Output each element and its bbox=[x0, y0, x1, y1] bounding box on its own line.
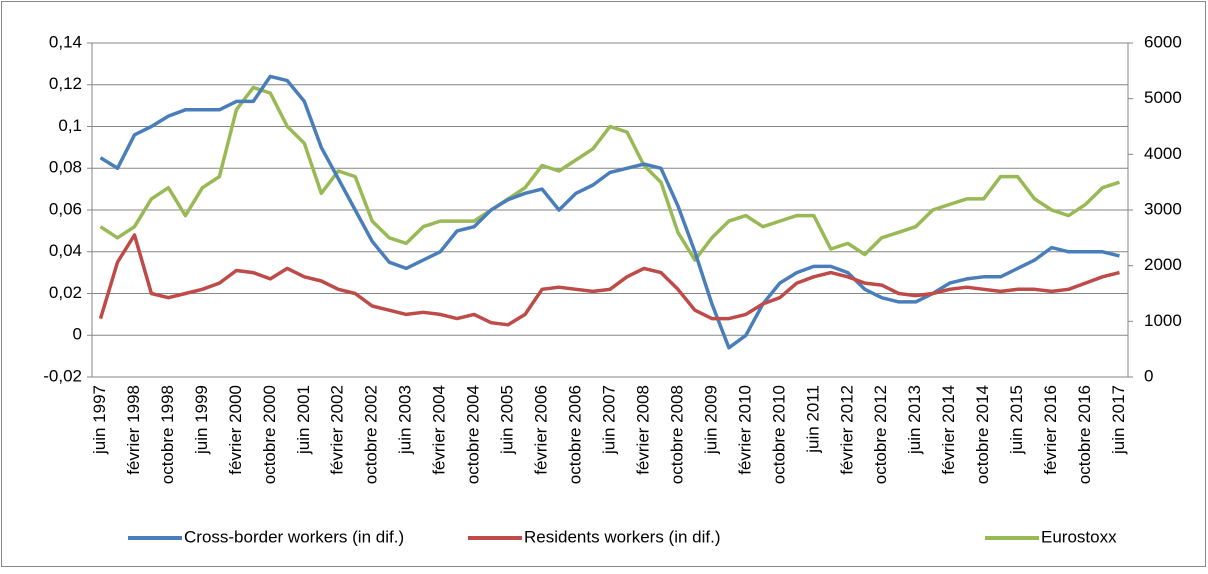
x-tick-label: octobre 1998 bbox=[158, 385, 177, 484]
y2-tick-label: 6000 bbox=[1144, 32, 1182, 51]
y-tick-label: 0,12 bbox=[49, 74, 82, 93]
x-tick-label: octobre 2012 bbox=[871, 385, 890, 484]
x-tick-label: juin 2001 bbox=[294, 385, 313, 455]
x-tick-label: juin 2017 bbox=[1109, 385, 1128, 455]
legend-label: Residents workers (in dif.) bbox=[524, 527, 721, 546]
x-tick-label: février 2010 bbox=[735, 385, 754, 475]
x-tick-label: octobre 2000 bbox=[260, 385, 279, 484]
series-line bbox=[99, 74, 1120, 350]
x-tick-label: juin 2005 bbox=[498, 385, 517, 455]
x-tick-label: octobre 2006 bbox=[566, 385, 585, 484]
legend-label: Cross-border workers (in dif.) bbox=[184, 527, 404, 546]
x-tick-label: juin 2013 bbox=[905, 385, 924, 455]
x-tick-label: octobre 2008 bbox=[667, 385, 686, 484]
y-tick-label: 0,06 bbox=[49, 199, 82, 218]
x-tick-label: juin 2009 bbox=[701, 385, 720, 455]
x-tick-label: février 2008 bbox=[633, 385, 652, 475]
x-tick-label: février 2014 bbox=[939, 385, 958, 475]
x-tick-label: octobre 2014 bbox=[973, 385, 992, 484]
y2-tick-label: 0 bbox=[1144, 366, 1153, 385]
legend-label: Eurostoxx bbox=[1041, 527, 1117, 546]
y2-tick-label: 3000 bbox=[1144, 199, 1182, 218]
y-tick-label: 0,14 bbox=[49, 32, 82, 51]
y-tick-label: 0 bbox=[73, 325, 82, 344]
x-tick-label: octobre 2002 bbox=[362, 385, 381, 484]
x-tick-label: février 2000 bbox=[226, 385, 245, 475]
series-line bbox=[98, 233, 1120, 327]
x-tick-label: octobre 2004 bbox=[464, 385, 483, 484]
x-tick-label: février 2016 bbox=[1041, 385, 1060, 475]
x-tick-label: octobre 2016 bbox=[1075, 385, 1094, 484]
x-tick-label: octobre 2010 bbox=[769, 385, 788, 484]
y-tick-label: 0,08 bbox=[49, 158, 82, 177]
x-tick-label: février 2012 bbox=[837, 385, 856, 475]
y2-tick-label: 1000 bbox=[1144, 311, 1182, 330]
x-tick-label: février 2002 bbox=[328, 385, 347, 475]
x-tick-label: février 2004 bbox=[430, 385, 449, 475]
x-tick-label: février 2006 bbox=[532, 385, 551, 475]
series-line bbox=[99, 85, 1121, 262]
y-tick-label: 0,1 bbox=[58, 116, 82, 135]
y2-tick-label: 2000 bbox=[1144, 255, 1182, 274]
y2-tick-label: 4000 bbox=[1144, 144, 1182, 163]
x-tick-label: juin 1997 bbox=[90, 385, 109, 455]
x-tick-label: février 1998 bbox=[124, 385, 143, 475]
y-tick-label: 0,04 bbox=[49, 241, 82, 260]
y-tick-label: -0,02 bbox=[43, 366, 82, 385]
x-tick-label: juin 2015 bbox=[1007, 385, 1026, 455]
y2-tick-label: 5000 bbox=[1144, 88, 1182, 107]
y-tick-label: 0,02 bbox=[49, 283, 82, 302]
x-tick-label: juin 2007 bbox=[599, 385, 618, 455]
x-tick-label: juin 2011 bbox=[803, 385, 822, 454]
x-tick-label: juin 1999 bbox=[192, 385, 211, 455]
x-tick-label: juin 2003 bbox=[396, 385, 415, 455]
